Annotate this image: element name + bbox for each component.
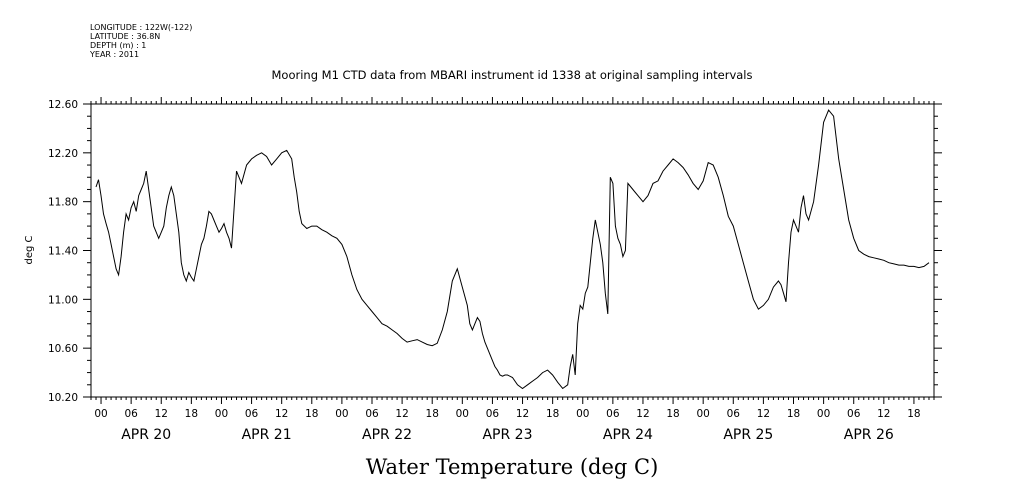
x-hour-label: 06 xyxy=(486,408,500,420)
y-tick-labels: 10.20 10.60 11.00 11.40 11.80 12.20 12.60 xyxy=(48,99,78,404)
y-tick-label: 11.80 xyxy=(48,197,78,209)
x-day-label: APR 24 xyxy=(603,427,653,443)
y-axis-label: deg C xyxy=(24,235,35,264)
chart-title: Mooring M1 CTD data from MBARI instrumen… xyxy=(272,68,753,82)
year-label: YEAR : 2011 xyxy=(89,50,139,59)
series-line xyxy=(95,109,930,390)
x-hour-label: 06 xyxy=(606,408,620,420)
latitude-label: LATITUDE : 36.8N xyxy=(90,32,160,41)
x-day-label: APR 21 xyxy=(242,427,292,443)
x-hour-label: 00 xyxy=(215,408,228,420)
x-hour-label: 06 xyxy=(365,408,379,420)
y-tick-label: 11.40 xyxy=(48,246,78,258)
x-hour-label: 12 xyxy=(275,408,288,420)
x-hour-label: 12 xyxy=(636,408,649,420)
x-hour-label: 06 xyxy=(847,408,861,420)
y-tick-label: 11.00 xyxy=(48,294,78,306)
depth-label: DEPTH (m) : 1 xyxy=(90,41,146,50)
longitude-label: LONGITUDE : 122W(-122) xyxy=(90,23,192,32)
x-hour-label: 18 xyxy=(305,408,318,420)
tick-marks xyxy=(83,97,942,404)
x-hour-label: 18 xyxy=(185,408,198,420)
x-hour-label: 00 xyxy=(696,408,709,420)
x-hour-label: 12 xyxy=(757,408,770,420)
x-hour-label: 12 xyxy=(155,408,168,420)
x-hour-label: 00 xyxy=(817,408,830,420)
y-tick-label: 10.60 xyxy=(48,343,78,355)
x-hour-label: 18 xyxy=(546,408,559,420)
x-hour-label: 18 xyxy=(426,408,439,420)
y-tick-label: 12.60 xyxy=(48,99,78,111)
x-hour-label: 18 xyxy=(907,408,920,420)
x-axis-title: Water Temperature (deg C) xyxy=(366,455,659,479)
x-tick-labels: 00 06 12 18 00 06 12 18 00 06 12 18 00 06 12 18 00 06 12 18… xyxy=(94,408,920,443)
x-hour-label: 06 xyxy=(124,408,138,420)
x-hour-label: 18 xyxy=(787,408,800,420)
x-day-label: APR 25 xyxy=(723,427,773,443)
plot-frame xyxy=(90,103,935,398)
x-hour-label: 12 xyxy=(395,408,408,420)
x-day-label: APR 26 xyxy=(844,427,894,443)
x-hour-label: 00 xyxy=(94,408,107,420)
x-hour-label: 12 xyxy=(877,408,890,420)
x-hour-label: 18 xyxy=(666,408,679,420)
x-day-label: APR 20 xyxy=(121,427,171,443)
x-hour-label: 12 xyxy=(516,408,529,420)
x-hour-label: 00 xyxy=(456,408,469,420)
x-hour-label: 00 xyxy=(576,408,589,420)
x-hour-label: 06 xyxy=(727,408,741,420)
x-day-label: APR 23 xyxy=(482,427,532,443)
y-tick-label: 10.20 xyxy=(48,392,78,404)
x-day-label: APR 22 xyxy=(362,427,412,443)
x-hour-label: 06 xyxy=(245,408,259,420)
x-hour-label: 00 xyxy=(335,408,348,420)
y-tick-label: 12.20 xyxy=(48,148,78,160)
